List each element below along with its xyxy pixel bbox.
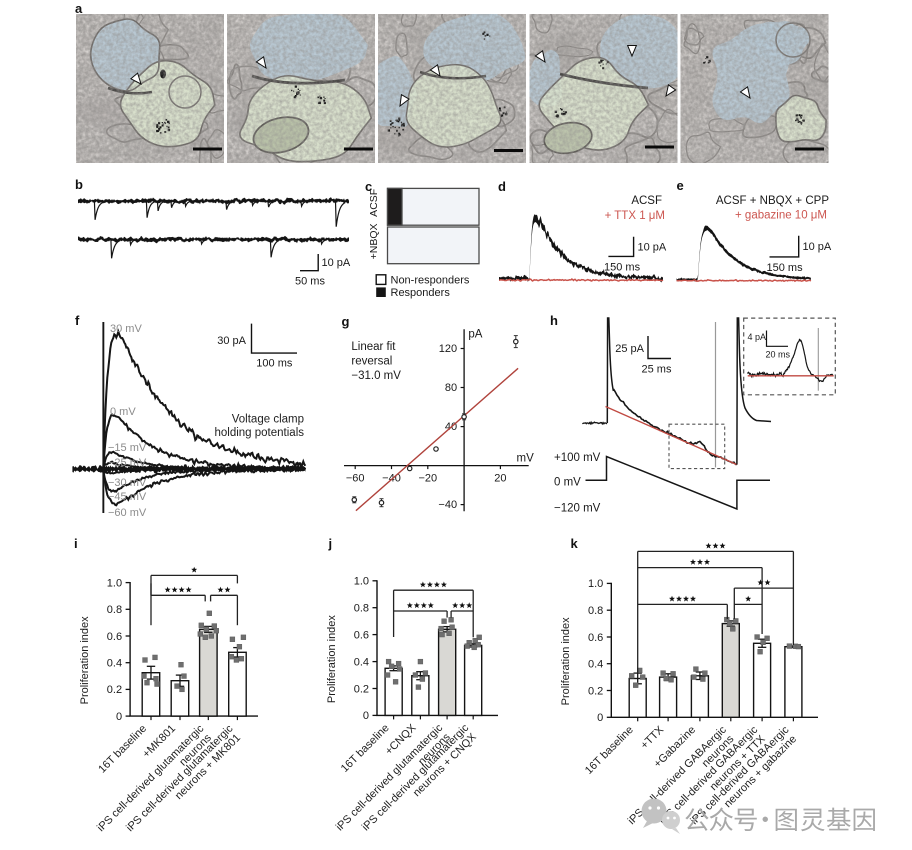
svg-text:150 ms: 150 ms bbox=[604, 262, 641, 274]
svg-text:−20: −20 bbox=[418, 473, 437, 485]
svg-text:−25 mV: −25 mV bbox=[108, 457, 147, 469]
svg-text:25 pA: 25 pA bbox=[615, 343, 644, 355]
svg-text:1.0: 1.0 bbox=[588, 578, 603, 590]
svg-text:10 pA: 10 pA bbox=[803, 241, 832, 253]
svg-text:Proliferation index: Proliferation index bbox=[326, 615, 338, 704]
svg-text:−45 mV: −45 mV bbox=[108, 491, 147, 503]
svg-text:0.4: 0.4 bbox=[107, 658, 122, 670]
svg-text:10 pA: 10 pA bbox=[322, 257, 351, 269]
svg-text:reversal: reversal bbox=[351, 356, 392, 368]
svg-text:−15 mV: −15 mV bbox=[108, 442, 147, 454]
svg-text:0.4: 0.4 bbox=[588, 659, 603, 671]
svg-text:30 pA: 30 pA bbox=[217, 335, 246, 347]
svg-text:mV: mV bbox=[517, 453, 535, 465]
svg-text:Proliferation index: Proliferation index bbox=[560, 617, 572, 706]
svg-text:Proliferation index: Proliferation index bbox=[79, 616, 91, 705]
svg-text:b: b bbox=[75, 177, 83, 192]
svg-text:16T baseline: 16T baseline bbox=[96, 723, 149, 776]
svg-text:holding potentials: holding potentials bbox=[214, 427, 304, 439]
svg-text:25 ms: 25 ms bbox=[642, 364, 672, 376]
svg-text:pA: pA bbox=[468, 329, 482, 341]
svg-text:+TTX: +TTX bbox=[639, 723, 667, 751]
svg-text:0: 0 bbox=[116, 711, 122, 723]
svg-text:50 ms: 50 ms bbox=[295, 276, 325, 288]
svg-text:0.2: 0.2 bbox=[354, 683, 369, 695]
svg-text:30 mV: 30 mV bbox=[110, 323, 142, 335]
svg-text:0.4: 0.4 bbox=[354, 656, 369, 668]
svg-text:k: k bbox=[571, 536, 579, 551]
svg-text:120: 120 bbox=[439, 343, 457, 355]
svg-text:16T baseline: 16T baseline bbox=[583, 724, 636, 777]
svg-text:80: 80 bbox=[445, 382, 457, 394]
svg-text:ACSF: ACSF bbox=[368, 189, 380, 217]
svg-text:0.6: 0.6 bbox=[107, 631, 122, 643]
svg-text:150 ms: 150 ms bbox=[767, 262, 804, 274]
svg-text:0 mV: 0 mV bbox=[110, 406, 136, 418]
svg-text:+ gabazine 10 μM: + gabazine 10 μM bbox=[735, 210, 827, 222]
svg-text:0.2: 0.2 bbox=[588, 685, 603, 697]
svg-text:−120 mV: −120 mV bbox=[554, 503, 601, 515]
svg-text:−30 mV: −30 mV bbox=[108, 477, 147, 489]
svg-text:10 pA: 10 pA bbox=[638, 242, 667, 254]
svg-text:a: a bbox=[75, 1, 83, 16]
svg-text:Responders: Responders bbox=[391, 287, 451, 299]
svg-text:g: g bbox=[342, 314, 350, 329]
svg-text:c: c bbox=[365, 179, 372, 194]
svg-text:1.0: 1.0 bbox=[354, 576, 369, 588]
svg-text:−60: −60 bbox=[346, 473, 365, 485]
svg-text:20 ms: 20 ms bbox=[766, 350, 791, 360]
svg-text:0.8: 0.8 bbox=[588, 605, 603, 617]
svg-text:0.6: 0.6 bbox=[354, 629, 369, 641]
svg-text:0.6: 0.6 bbox=[588, 632, 603, 644]
svg-text:−60 mV: −60 mV bbox=[108, 507, 147, 519]
svg-text:1.0: 1.0 bbox=[107, 577, 122, 589]
svg-text:+ TTX 1 μM: + TTX 1 μM bbox=[605, 210, 665, 222]
svg-text:f: f bbox=[75, 313, 80, 328]
svg-text:Linear fit: Linear fit bbox=[351, 341, 396, 353]
svg-text:4 pA: 4 pA bbox=[748, 332, 767, 342]
svg-text:d: d bbox=[498, 179, 506, 194]
svg-text:e: e bbox=[677, 178, 684, 193]
svg-text:100 ms: 100 ms bbox=[256, 358, 293, 370]
svg-text:0: 0 bbox=[597, 712, 603, 724]
svg-text:+100 mV: +100 mV bbox=[554, 452, 601, 464]
svg-text:Non-responders: Non-responders bbox=[391, 274, 470, 286]
svg-text:Voltage clamp: Voltage clamp bbox=[232, 414, 304, 426]
svg-text:ACSF + NBQX + CPP: ACSF + NBQX + CPP bbox=[716, 195, 829, 207]
svg-text:ACSF: ACSF bbox=[631, 195, 662, 207]
svg-text:+NBQX: +NBQX bbox=[368, 223, 380, 259]
svg-text:−31.0 mV: −31.0 mV bbox=[351, 370, 401, 382]
svg-text:j: j bbox=[328, 536, 333, 551]
svg-text:0.8: 0.8 bbox=[354, 603, 369, 615]
svg-text:−40: −40 bbox=[438, 499, 457, 511]
svg-text:0.8: 0.8 bbox=[107, 604, 122, 616]
svg-text:h: h bbox=[550, 313, 558, 328]
svg-text:0.2: 0.2 bbox=[107, 684, 122, 696]
svg-text:20: 20 bbox=[494, 473, 506, 485]
svg-text:0 mV: 0 mV bbox=[554, 477, 581, 489]
svg-text:0: 0 bbox=[363, 710, 369, 722]
svg-text:i: i bbox=[74, 536, 78, 551]
